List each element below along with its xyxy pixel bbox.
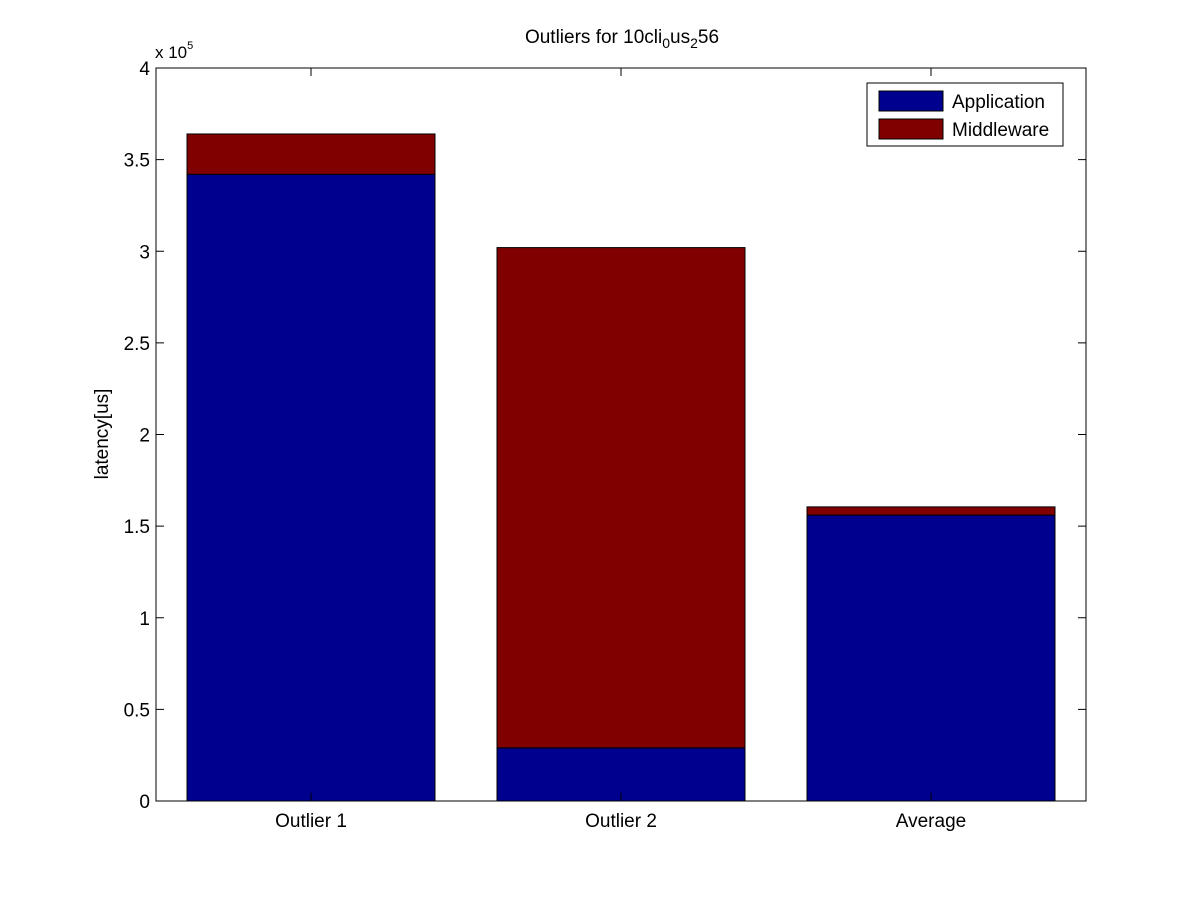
y-tick-label: 2 (139, 426, 150, 447)
chart-title-sub1: 0 (662, 35, 670, 51)
bar-middleware-3 (806, 506, 1056, 516)
x-tick-label: Outlier 1 (275, 811, 347, 832)
bar-application-3 (806, 514, 1056, 802)
chart-title-sub2: 2 (690, 35, 698, 51)
y-tick-label: 3 (139, 242, 150, 263)
x-tick-label: Outlier 2 (585, 811, 657, 832)
ticks-group: Outlier 1 Outlier 2 Average 0 0.5 1 1.5 2 2.5 3 3.… (124, 59, 1086, 832)
bar-middleware-1 (186, 133, 436, 175)
bars-group (186, 133, 1056, 802)
bar-application-1 (186, 173, 436, 802)
legend: Application Middleware (866, 82, 1064, 147)
y-multiplier-label: x 105 (155, 40, 193, 62)
y-multiplier-base: x 10 (155, 43, 187, 62)
chart-title: Outliers for 10cli0us256 (525, 27, 719, 51)
chart-title-prefix: Outliers for 10cli (525, 27, 662, 48)
y-tick-label: 4 (139, 59, 150, 80)
y-tick-label: 0 (139, 792, 150, 813)
y-axis-label: latency[us] (92, 389, 113, 480)
chart-title-mid: us (670, 27, 690, 48)
chart-title-suffix: 56 (698, 27, 719, 48)
legend-label-application: Application (952, 92, 1045, 113)
y-tick-label: 1 (139, 609, 150, 630)
y-multiplier-exponent: 5 (187, 40, 193, 52)
legend-swatch-middleware (878, 118, 944, 140)
y-tick-label: 3.5 (124, 151, 150, 172)
legend-label-middleware: Middleware (952, 120, 1049, 141)
bar-middleware-2 (496, 247, 746, 749)
y-tick-label: 0.5 (124, 700, 150, 721)
axes-box (155, 67, 1087, 802)
legend-swatch-application (878, 90, 944, 112)
y-tick-label: 2.5 (124, 334, 150, 355)
bar-application-2 (496, 747, 746, 802)
y-tick-label: 1.5 (124, 517, 150, 538)
x-tick-label: Average (896, 811, 966, 832)
